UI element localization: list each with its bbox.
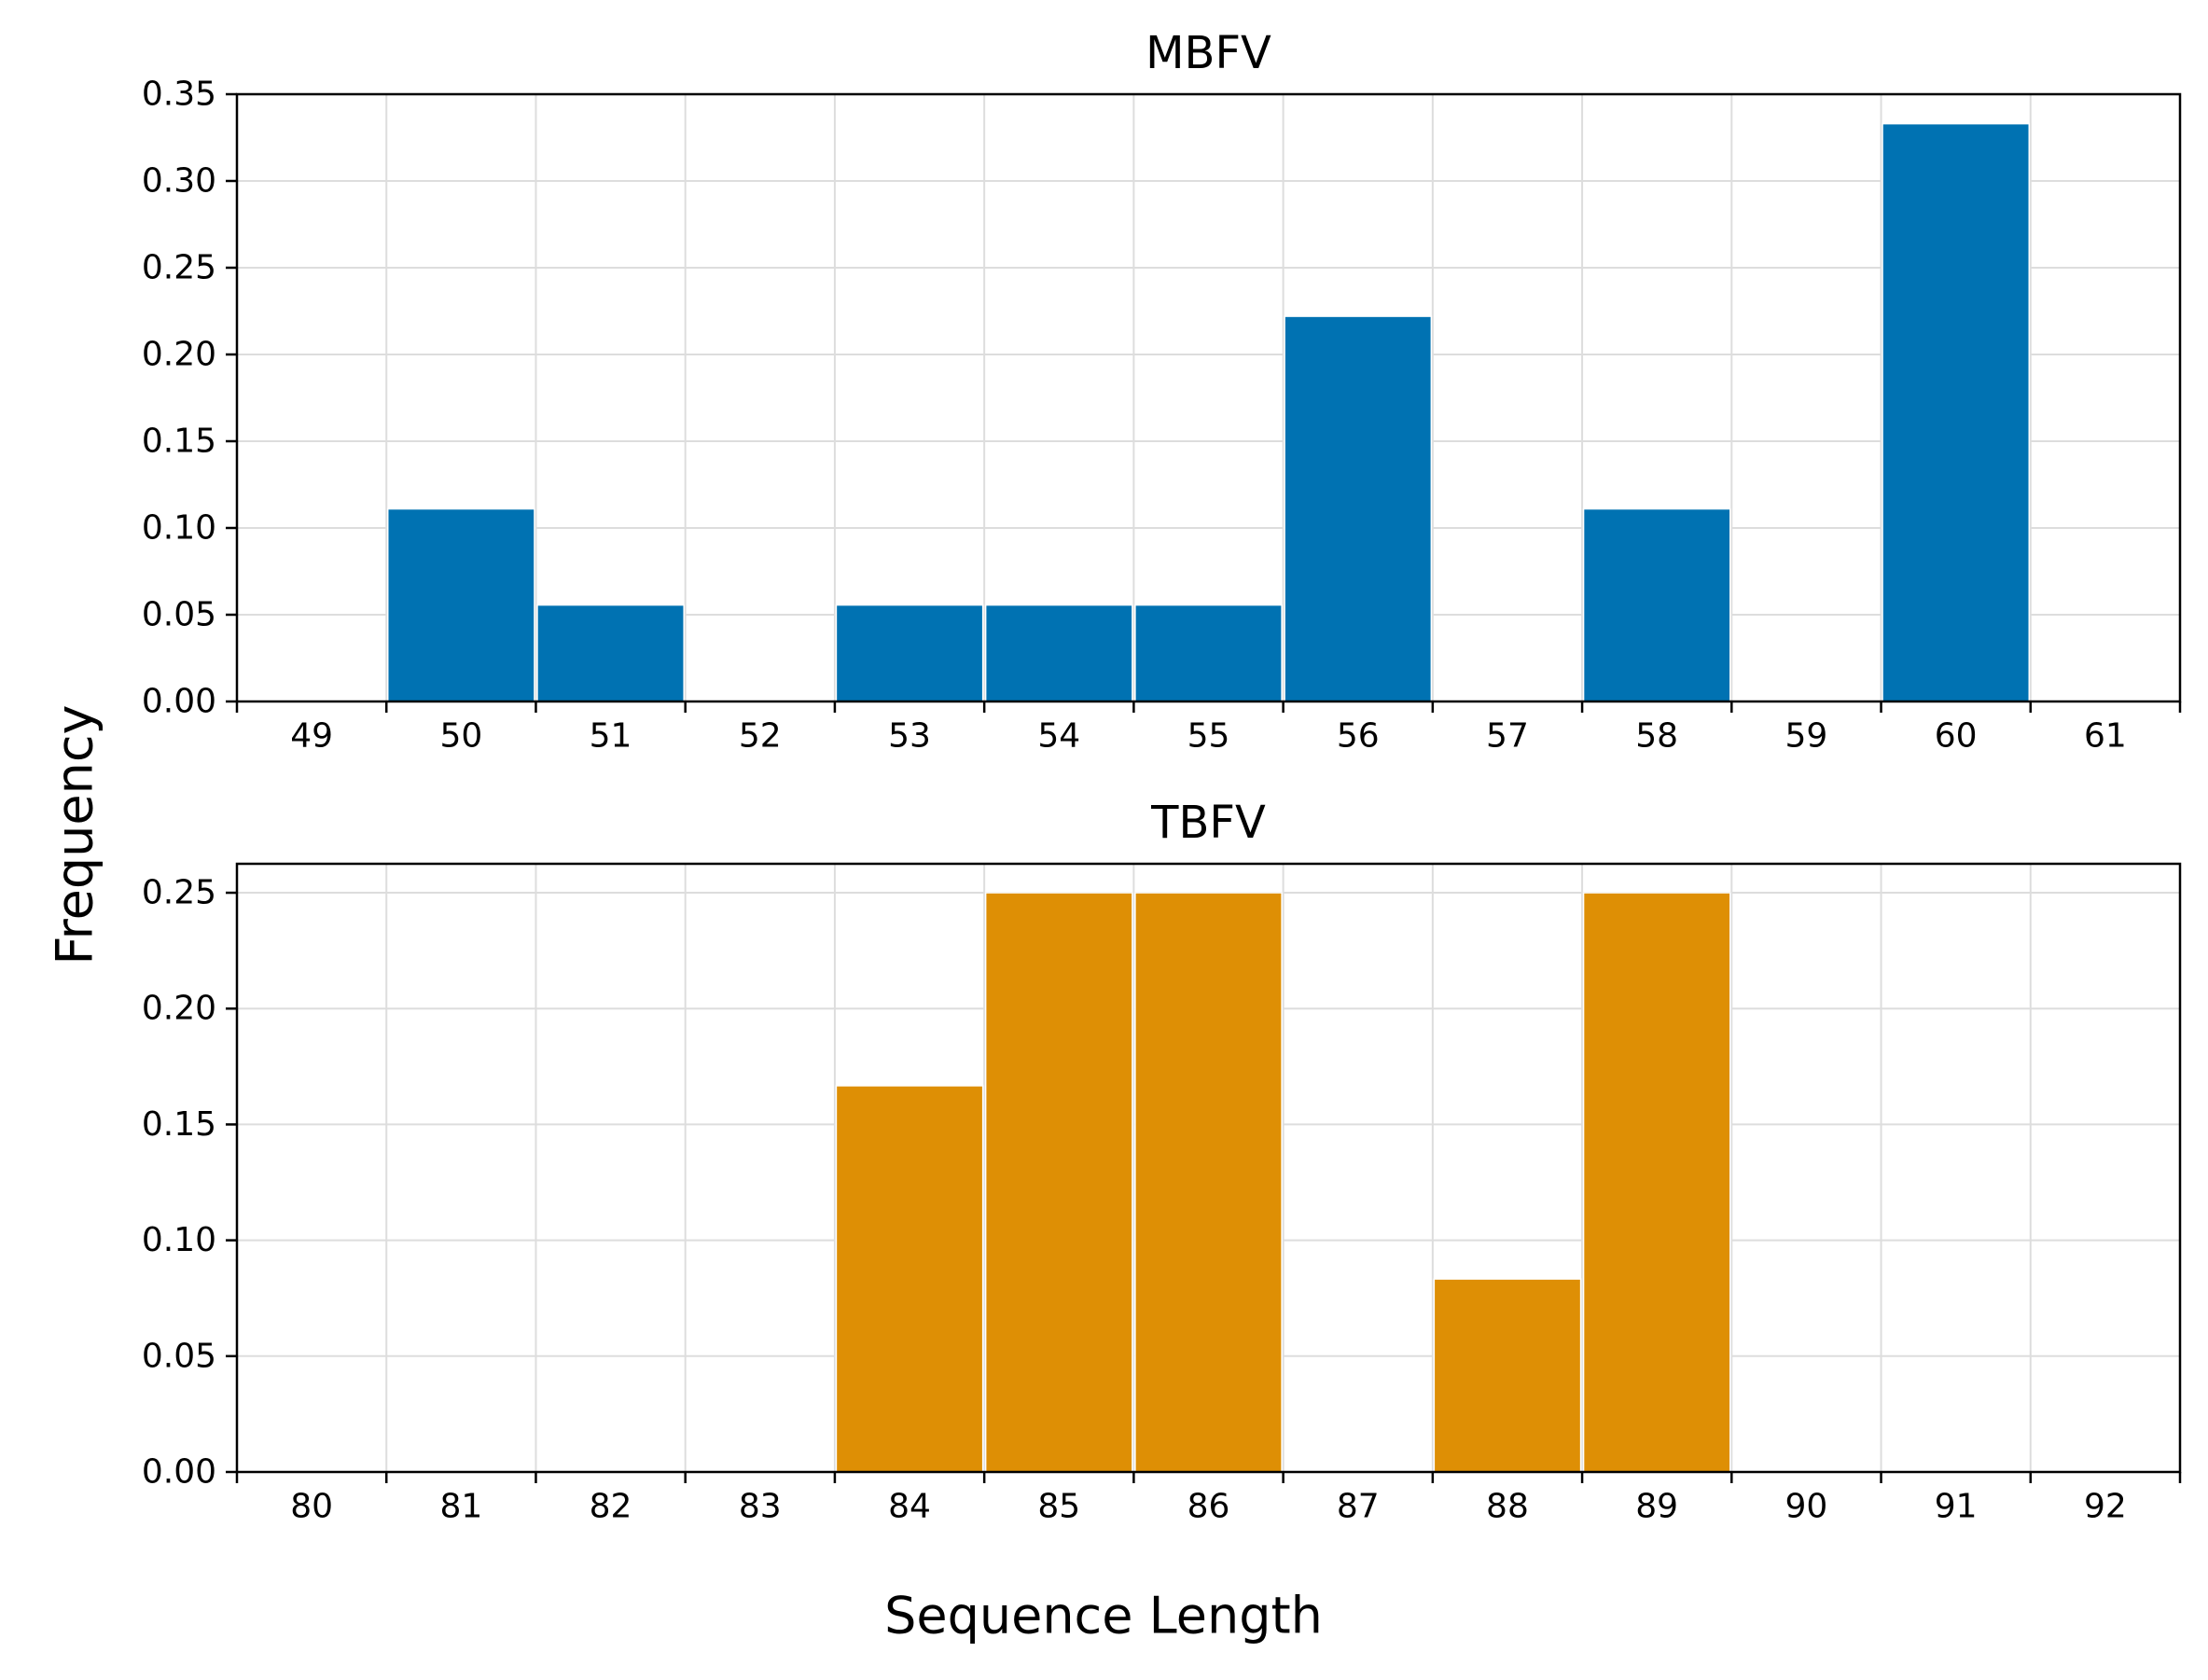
x-tick-label: 92 [2084,1488,2127,1526]
x-tick-label: 84 [888,1488,931,1526]
y-tick-label: 0.10 [142,509,216,548]
axes-frame [235,92,2182,703]
y-tick-label: 0.25 [142,874,216,912]
x-tick-label: 90 [1785,1488,1828,1526]
x-tick-label: 52 [739,717,782,756]
x-tick-label: 83 [739,1488,782,1526]
y-tick-label: 0.25 [142,249,216,287]
x-tick-label: 53 [888,717,931,756]
bar-89 [1582,892,1731,1473]
bar-58 [1582,507,1731,702]
x-tick-label: 61 [2084,717,2127,756]
bar-54 [984,604,1133,702]
bar-55 [1134,604,1283,702]
x-tick-label: 85 [1037,1488,1080,1526]
y-tick-label: 0.30 [142,162,216,201]
y-tick-label: 0.15 [142,1105,216,1144]
y-tick-label: 0.05 [142,596,216,634]
bar-50 [386,507,535,702]
x-tick-label: 88 [1486,1488,1529,1526]
x-tick-label: 54 [1037,717,1080,756]
x-tick-label: 50 [439,717,482,756]
bar-56 [1284,315,1433,702]
x-tick-label: 57 [1486,717,1529,756]
axes-frame [235,862,2182,1474]
bar-51 [536,604,685,702]
y-tick-label: 0.10 [142,1221,216,1259]
y-tick-label: 0.20 [142,336,216,374]
y-tick-label: 0.00 [142,683,216,721]
x-tick-label: 87 [1337,1488,1380,1526]
chart-panel-tbfv: 0.00 0.05 0.10 0.15 0.20 0.25 80 81 82 83 84 85 86 87… [142,797,2182,1526]
y-tick-label: 0.00 [142,1453,216,1492]
x-tick-label: 59 [1785,717,1828,756]
bar-60 [1882,122,2031,702]
x-tick-label: 51 [590,717,632,756]
y-tick-label: 0.15 [142,423,216,461]
bar-85 [984,892,1133,1473]
x-axis-label: Sequence Length [884,1587,1323,1645]
y-tick-label: 0.05 [142,1337,216,1375]
x-tick-label: 89 [1635,1488,1678,1526]
x-tick-label: 55 [1187,717,1230,756]
bar-88 [1433,1278,1582,1473]
y-tick-label: 0.20 [142,990,216,1028]
y-tick-label: 0.35 [142,76,216,114]
x-tick-label: 81 [439,1488,482,1526]
bar-53 [835,604,984,702]
bar-86 [1134,892,1283,1473]
x-tick-label: 91 [1935,1488,1978,1526]
x-tick-label: 86 [1187,1488,1230,1526]
x-tick-label: 49 [290,717,333,756]
x-tick-label: 80 [290,1488,333,1526]
x-tick-label: 56 [1337,717,1380,756]
chart-panel-mbfv: 0.00 0.05 0.10 0.15 0.20 0.25 0.30 0.35 49 50 51 52… [142,27,2182,756]
x-tick-label: 82 [590,1488,632,1526]
y-axis-label: Frequency [46,705,104,965]
x-tick-label: 58 [1635,717,1678,756]
chart-title: MBFV [1146,27,1271,79]
chart-title: TBFV [1150,797,1266,849]
x-tick-label: 60 [1935,717,1978,756]
bar-84 [835,1085,984,1473]
